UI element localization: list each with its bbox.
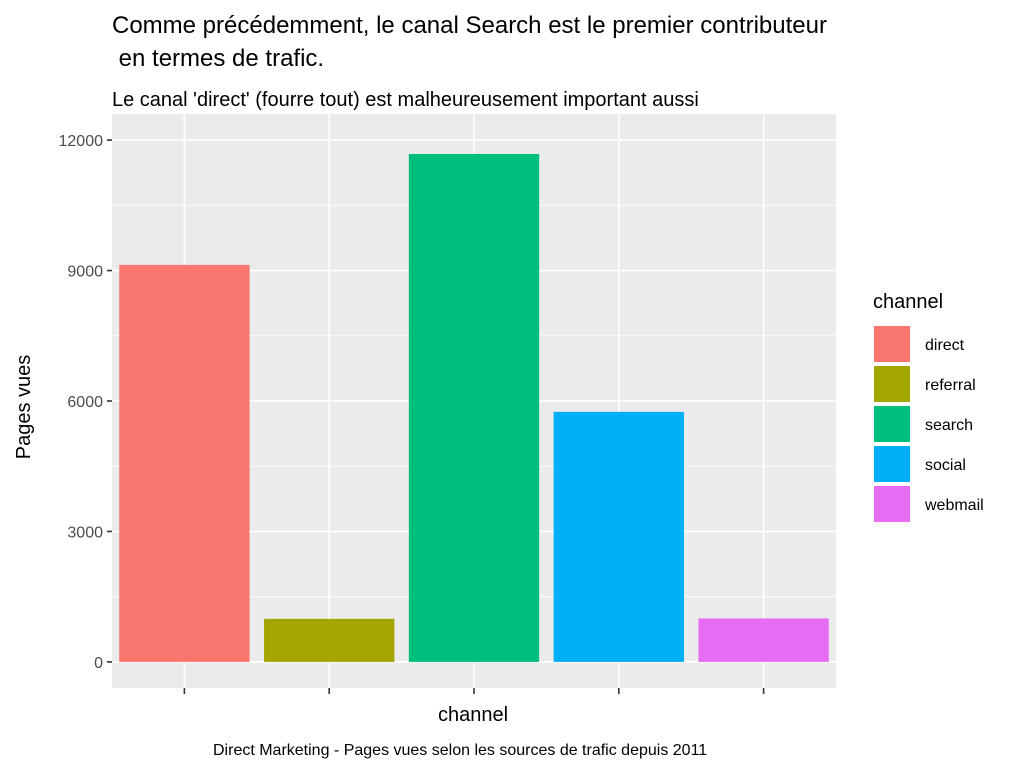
legend-key-referral	[874, 366, 910, 402]
legend: direct referral search social webmail	[874, 326, 984, 522]
legend-key-webmail	[874, 486, 910, 522]
y-tick-label: 9000	[67, 264, 103, 281]
bar-direct	[119, 264, 250, 662]
bar-social	[553, 411, 684, 662]
legend-key-search	[874, 406, 910, 442]
legend-label-search: search	[925, 417, 973, 434]
bar-referral	[264, 618, 395, 662]
y-tick-label: 12000	[59, 133, 104, 150]
y-tick-label: 6000	[67, 394, 103, 411]
legend-label-webmail: webmail	[924, 497, 984, 514]
y-tick-label: 0	[94, 655, 103, 672]
chart-caption: Direct Marketing - Pages vues selon les …	[213, 742, 707, 759]
y-axis: 0 3000 6000 9000 12000	[59, 133, 112, 672]
bars-group	[119, 154, 829, 662]
chart-title-line-1: Comme précédemment, le canal Search est …	[112, 12, 827, 39]
y-axis-title: Pages vues	[13, 355, 35, 460]
bar-search	[408, 154, 540, 662]
bar-webmail	[698, 618, 829, 662]
legend-label-referral: referral	[925, 377, 976, 394]
legend-label-social: social	[925, 457, 966, 474]
y-tick-label: 3000	[67, 524, 103, 541]
legend-label-direct: direct	[925, 337, 965, 354]
chart-subtitle: Le canal 'direct' (fourre tout) est malh…	[112, 89, 699, 111]
legend-key-social	[874, 446, 910, 482]
x-axis-title: channel	[438, 704, 508, 726]
legend-title: channel	[873, 291, 943, 313]
chart-title-line-2: en termes de trafic.	[112, 45, 324, 72]
legend-key-direct	[874, 326, 910, 362]
x-axis	[183, 688, 765, 694]
